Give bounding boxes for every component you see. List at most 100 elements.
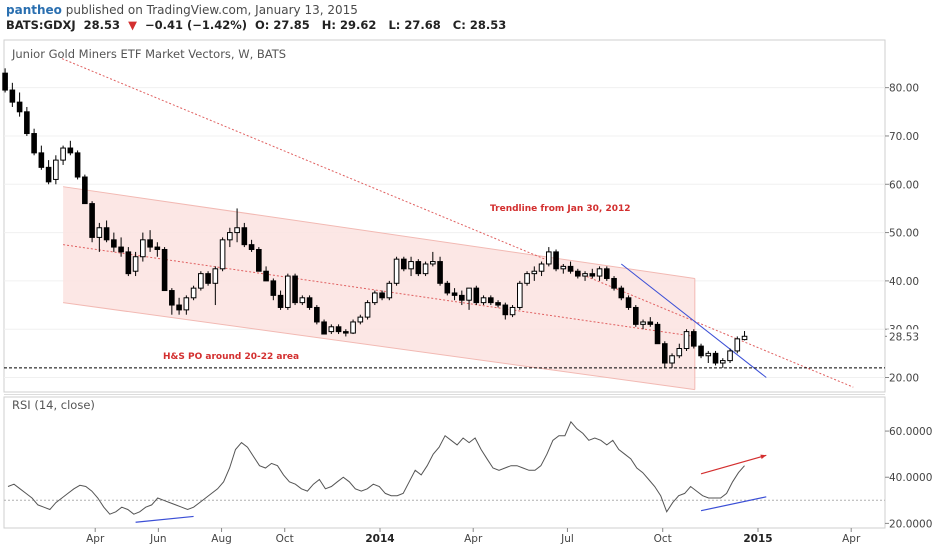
candle-down[interactable] — [154, 246, 161, 250]
candle-up[interactable] — [538, 263, 545, 272]
candle-down[interactable] — [698, 345, 704, 357]
candle-down[interactable] — [111, 239, 117, 248]
candle-up[interactable] — [350, 321, 356, 334]
candle-up[interactable] — [669, 355, 675, 364]
candle-down[interactable] — [169, 290, 175, 306]
candle-down[interactable] — [256, 248, 262, 272]
candle-down[interactable] — [335, 326, 342, 333]
candle-up[interactable] — [524, 273, 530, 284]
rsi-pane[interactable]: 20.0000 40.0000 60.0000 — [4, 420, 932, 531]
candle-down[interactable] — [553, 251, 559, 270]
candle-up[interactable] — [190, 287, 197, 299]
candle-down[interactable] — [89, 203, 95, 238]
candle-up[interactable] — [372, 292, 378, 304]
candle-up[interactable] — [53, 159, 59, 180]
candle-up[interactable] — [741, 335, 748, 341]
candle-down[interactable] — [103, 227, 110, 241]
candle-down[interactable] — [567, 265, 574, 272]
author-name[interactable]: pantheo — [6, 3, 62, 17]
candle-up[interactable] — [212, 268, 219, 284]
candle-up[interactable] — [727, 350, 733, 362]
candle-up[interactable] — [234, 227, 240, 234]
candle-down[interactable] — [292, 275, 298, 304]
candle-down[interactable] — [415, 261, 422, 275]
candle-up[interactable] — [683, 331, 690, 350]
candle-up[interactable] — [480, 297, 487, 304]
candle-down[interactable] — [270, 280, 277, 296]
candle-up[interactable] — [560, 265, 567, 270]
candle-up[interactable] — [517, 282, 523, 308]
candle-up[interactable] — [640, 321, 646, 325]
candle-down[interactable] — [654, 323, 661, 345]
candle-down[interactable] — [118, 246, 124, 253]
candle-up[interactable] — [328, 326, 335, 333]
candle-up[interactable] — [509, 306, 516, 316]
candle-down[interactable] — [343, 331, 349, 334]
candle-up[interactable] — [734, 338, 741, 352]
candle-down[interactable] — [437, 261, 443, 284]
candle-down[interactable] — [379, 292, 385, 299]
candle-up[interactable] — [132, 256, 139, 272]
candle-up[interactable] — [140, 239, 146, 258]
candle-up[interactable] — [466, 287, 472, 301]
candle-down[interactable] — [401, 258, 407, 270]
candle-up[interactable] — [719, 360, 726, 364]
candle-down[interactable] — [16, 101, 23, 113]
candle-down[interactable] — [82, 176, 88, 205]
candle-down[interactable] — [690, 331, 697, 347]
candle-up[interactable] — [582, 273, 588, 277]
candle-down[interactable] — [263, 270, 269, 282]
candle-down[interactable] — [604, 268, 610, 279]
candle-down[interactable] — [611, 277, 617, 289]
candle-down[interactable] — [205, 273, 211, 284]
candle-down[interactable] — [589, 273, 596, 277]
candle-up[interactable] — [531, 270, 538, 275]
candle-up[interactable] — [430, 261, 436, 265]
candle-down[interactable] — [618, 287, 625, 299]
candle-down[interactable] — [473, 287, 480, 304]
candle-up[interactable] — [183, 297, 190, 311]
candle-up[interactable] — [285, 275, 291, 308]
time-axis[interactable]: Apr Jun Aug Oct 2014 Apr Jul Oct 2015 Apr — [86, 528, 861, 545]
candle-up[interactable] — [596, 268, 603, 277]
candle-down[interactable] — [459, 294, 465, 301]
candle-down[interactable] — [176, 304, 182, 311]
candle-down[interactable] — [38, 152, 45, 168]
candle-down[interactable] — [712, 352, 719, 364]
candle-up[interactable] — [219, 239, 226, 270]
candle-up[interactable] — [96, 227, 103, 238]
candle-down[interactable] — [625, 297, 632, 308]
candle-up[interactable] — [198, 273, 204, 289]
candle-down[interactable] — [502, 304, 509, 316]
candle-down[interactable] — [277, 294, 284, 308]
candle-up[interactable] — [422, 263, 429, 275]
candle-up[interactable] — [357, 316, 364, 323]
candle-down[interactable] — [147, 239, 153, 248]
candle-down[interactable] — [488, 297, 494, 304]
rsi-line[interactable] — [7, 420, 745, 515]
candle-down[interactable] — [575, 270, 581, 277]
candle-down[interactable] — [451, 292, 458, 296]
candle-down[interactable] — [9, 89, 16, 103]
candle-down[interactable] — [125, 251, 132, 275]
candle-up[interactable] — [705, 352, 712, 357]
candle-down[interactable] — [314, 306, 320, 323]
candle-down[interactable] — [647, 321, 654, 325]
candle-down[interactable] — [67, 147, 74, 154]
candle-up[interactable] — [676, 348, 683, 357]
candle-down[interactable] — [24, 111, 30, 135]
candle-down[interactable] — [632, 306, 639, 325]
candle-down[interactable] — [74, 152, 81, 178]
candle-down[interactable] — [444, 282, 451, 294]
candle-down[interactable] — [661, 343, 668, 364]
candle-up[interactable] — [393, 258, 400, 284]
candle-down[interactable] — [31, 133, 37, 154]
candle-down[interactable] — [306, 297, 313, 308]
candle-up[interactable] — [299, 297, 306, 304]
candle-up[interactable] — [227, 232, 233, 241]
candle-down[interactable] — [248, 244, 255, 250]
candle-up[interactable] — [408, 261, 414, 270]
candlestick-series[interactable] — [2, 68, 748, 368]
